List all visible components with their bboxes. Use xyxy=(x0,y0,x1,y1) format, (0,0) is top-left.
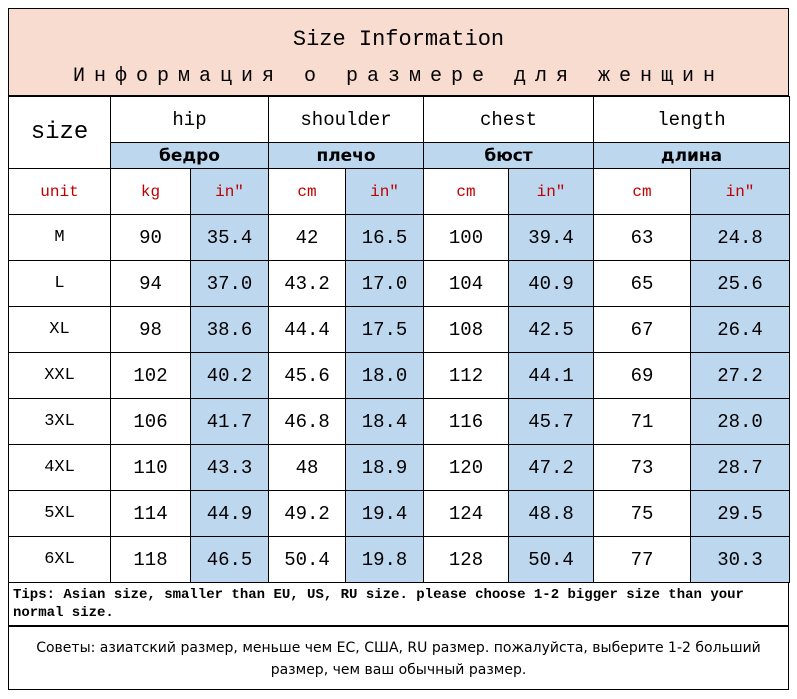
measurement: 28.7 xyxy=(690,444,790,491)
unit: cm xyxy=(268,168,346,215)
size-name: XL xyxy=(8,306,111,353)
measurement: 100 xyxy=(423,214,509,261)
measurement: 90 xyxy=(110,214,191,261)
measurement: 63 xyxy=(593,214,691,261)
unit: in″ xyxy=(345,168,424,215)
size-name: 3XL xyxy=(8,398,111,445)
measurement: 50.4 xyxy=(508,536,594,583)
measurement: 18.4 xyxy=(345,398,424,445)
measurement: 116 xyxy=(423,398,509,445)
group-name-ru: длина xyxy=(593,142,790,169)
measurement: 77 xyxy=(593,536,691,583)
measurement: 94 xyxy=(110,260,191,307)
measurement: 108 xyxy=(423,306,509,353)
measurement: 120 xyxy=(423,444,509,491)
group-name: shoulder xyxy=(268,96,424,143)
measurement: 106 xyxy=(110,398,191,445)
measurement: 43.2 xyxy=(268,260,346,307)
measurement: 102 xyxy=(110,352,191,399)
measurement: 104 xyxy=(423,260,509,307)
group-name-ru: бедро xyxy=(110,142,269,169)
unit: in″ xyxy=(508,168,594,215)
measurement: 26.4 xyxy=(690,306,790,353)
measurement: 43.3 xyxy=(190,444,269,491)
measurement: 73 xyxy=(593,444,691,491)
measurement: 65 xyxy=(593,260,691,307)
measurement: 29.5 xyxy=(690,490,790,537)
measurement: 25.6 xyxy=(690,260,790,307)
measurement: 75 xyxy=(593,490,691,537)
size-name: 6XL xyxy=(8,536,111,583)
size-label: size xyxy=(8,96,111,169)
tips-ru: Советы: азиатский размер, меньше чем ЕС,… xyxy=(8,626,789,690)
measurement: 45.6 xyxy=(268,352,346,399)
measurement: 71 xyxy=(593,398,691,445)
measurement: 37.0 xyxy=(190,260,269,307)
measurement: 16.5 xyxy=(345,214,424,261)
size-name: 5XL xyxy=(8,490,111,537)
measurement: 42.5 xyxy=(508,306,594,353)
measurement: 50.4 xyxy=(268,536,346,583)
size-name: M xyxy=(8,214,111,261)
group-name: hip xyxy=(110,96,269,143)
size-name: XXL xyxy=(8,352,111,399)
measurement: 49.2 xyxy=(268,490,346,537)
measurement: 28.0 xyxy=(690,398,790,445)
measurement: 46.8 xyxy=(268,398,346,445)
tips-en: Tips: Asian size, smaller than EU, US, R… xyxy=(8,580,789,626)
measurement: 40.9 xyxy=(508,260,594,307)
measurement: 44.1 xyxy=(508,352,594,399)
size-name: 4XL xyxy=(8,444,111,491)
measurement: 67 xyxy=(593,306,691,353)
group-name: length xyxy=(593,96,790,143)
measurement: 45.7 xyxy=(508,398,594,445)
unit: cm xyxy=(593,168,691,215)
group-name: chest xyxy=(423,96,594,143)
measurement: 41.7 xyxy=(190,398,269,445)
measurement: 27.2 xyxy=(690,352,790,399)
measurement: 110 xyxy=(110,444,191,491)
measurement: 24.8 xyxy=(690,214,790,261)
measurement: 18.0 xyxy=(345,352,424,399)
measurement: 19.8 xyxy=(345,536,424,583)
measurement: 98 xyxy=(110,306,191,353)
size-name: L xyxy=(8,260,111,307)
measurement: 40.2 xyxy=(190,352,269,399)
measurement: 35.4 xyxy=(190,214,269,261)
group-name-ru: плечо xyxy=(268,142,424,169)
measurement: 69 xyxy=(593,352,691,399)
subtitle: Информация о размере для женщин xyxy=(72,65,725,88)
measurement: 114 xyxy=(110,490,191,537)
measurement: 17.5 xyxy=(345,306,424,353)
group-name-ru: бюст xyxy=(423,142,594,169)
measurement: 118 xyxy=(110,536,191,583)
measurement: 44.9 xyxy=(190,490,269,537)
unit: kg xyxy=(110,168,191,215)
measurement: 18.9 xyxy=(345,444,424,491)
measurement: 30.3 xyxy=(690,536,790,583)
unit: cm xyxy=(423,168,509,215)
measurement: 38.6 xyxy=(190,306,269,353)
measurement: 19.4 xyxy=(345,490,424,537)
measurement: 112 xyxy=(423,352,509,399)
title-block: Size Information Информация о размере дл… xyxy=(8,8,789,96)
measurement: 128 xyxy=(423,536,509,583)
measurement: 124 xyxy=(423,490,509,537)
measurement: 42 xyxy=(268,214,346,261)
measurement: 17.0 xyxy=(345,260,424,307)
measurement: 44.4 xyxy=(268,306,346,353)
title: Size Information xyxy=(292,27,505,52)
measurement: 39.4 xyxy=(508,214,594,261)
measurement: 47.2 xyxy=(508,444,594,491)
measurement: 48 xyxy=(268,444,346,491)
measurement: 46.5 xyxy=(190,536,269,583)
unit: in″ xyxy=(190,168,269,215)
measurement: 48.8 xyxy=(508,490,594,537)
unit: in″ xyxy=(690,168,790,215)
unit: unit xyxy=(8,168,111,215)
